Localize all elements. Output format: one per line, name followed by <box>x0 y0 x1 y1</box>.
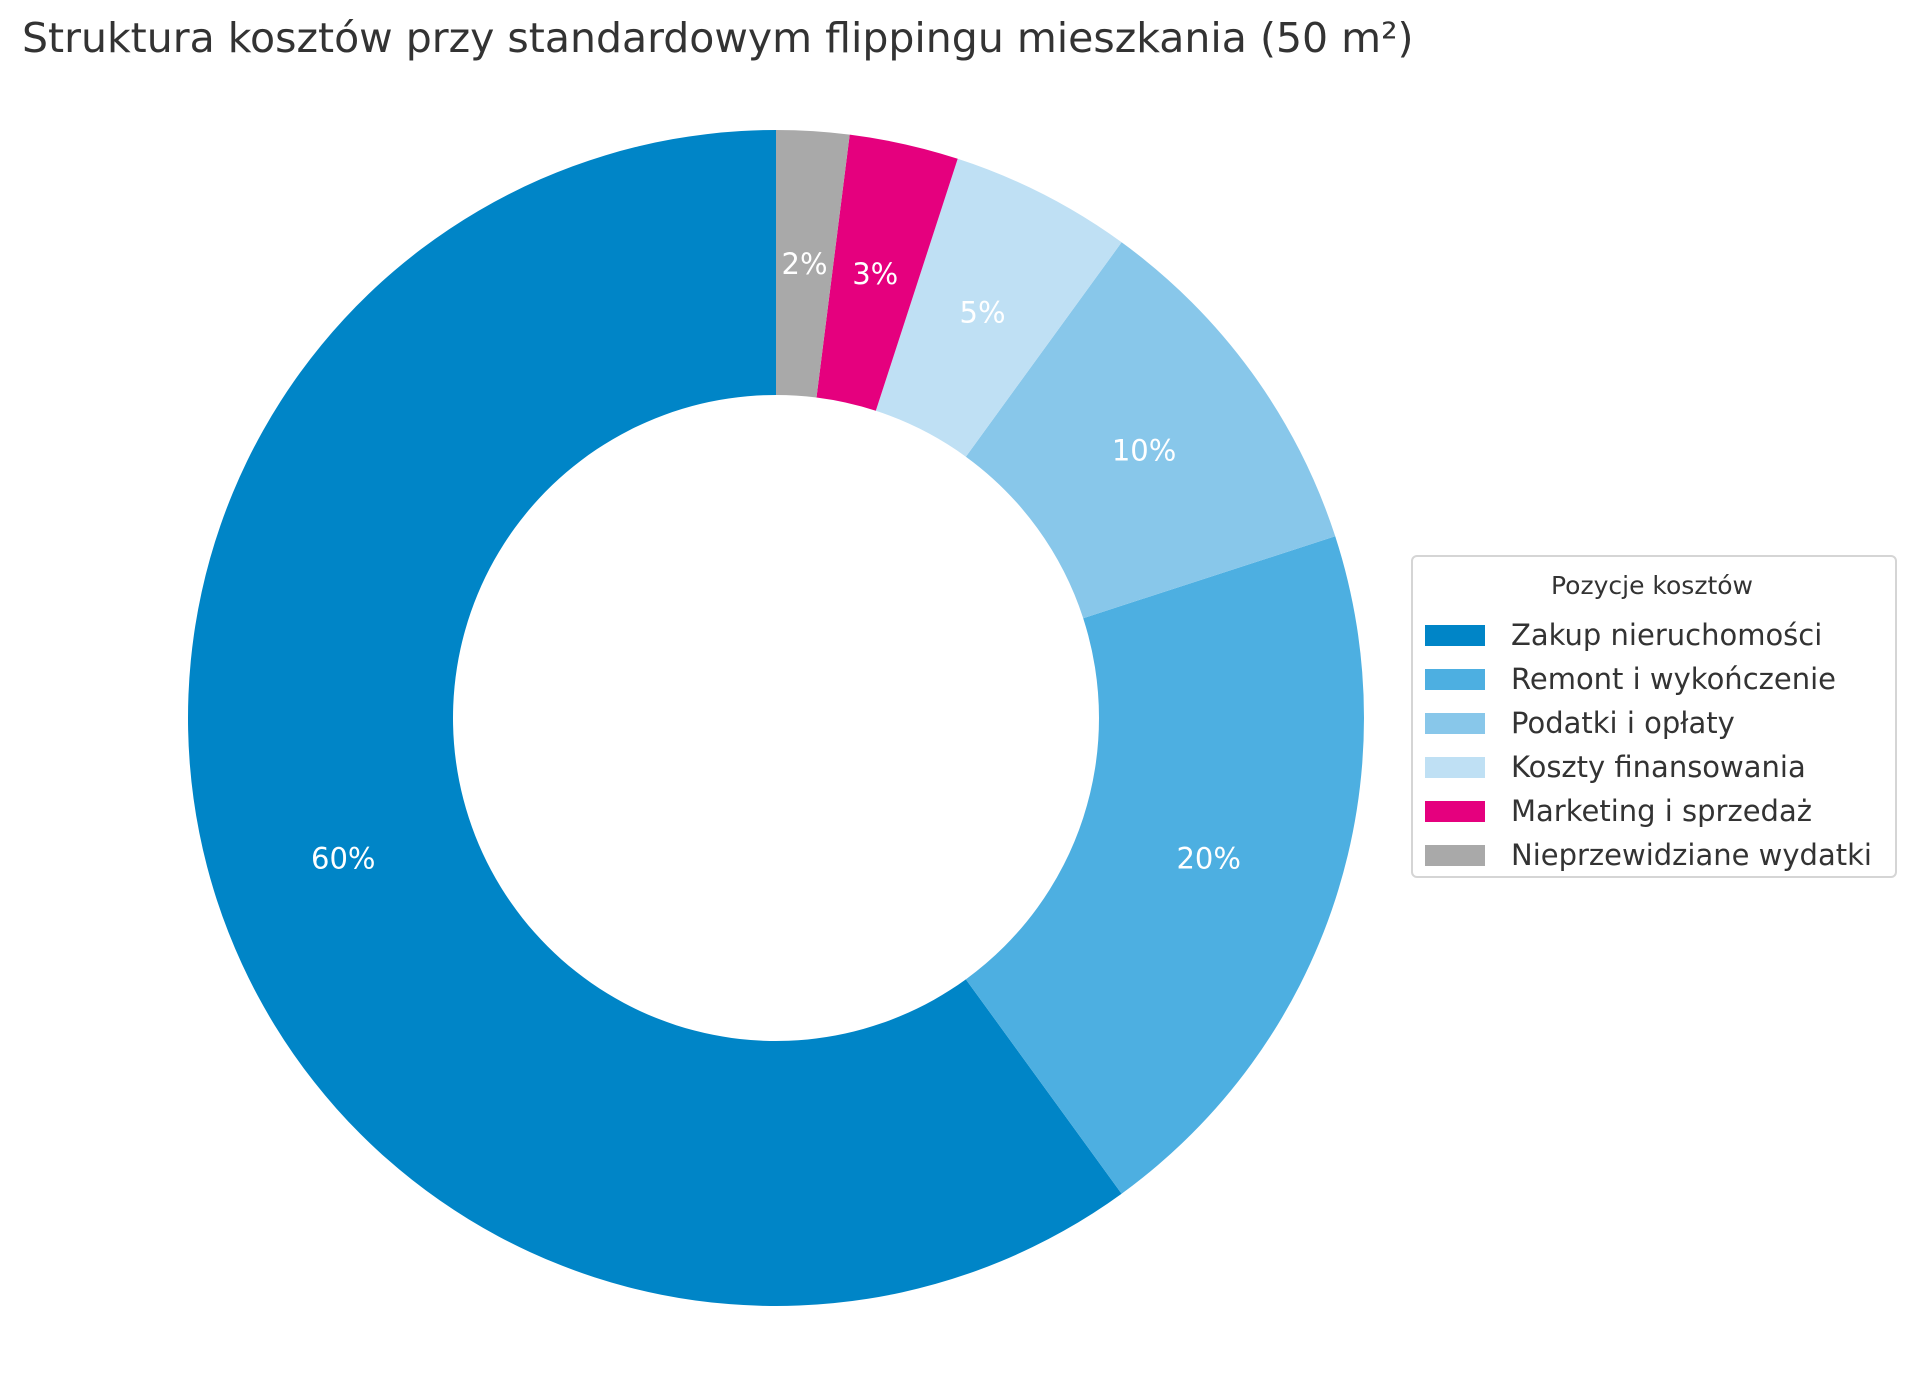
donut-labels: 60% 20% 10% 5% 3% 2% <box>311 247 1241 876</box>
legend-swatch <box>1425 668 1485 690</box>
legend-swatch <box>1425 800 1485 822</box>
legend-items: Zakup nieruchomości Remont i wykończenie P… <box>1425 613 1879 877</box>
legend-swatch <box>1425 624 1485 646</box>
legend-label: Koszty finansowania <box>1511 750 1806 784</box>
legend-label: Nieprzewidziane wydatki <box>1511 838 1872 872</box>
slice-percent-label: 10% <box>1112 434 1176 468</box>
donut-slices <box>187 130 1364 1307</box>
legend-label: Podatki i opłaty <box>1511 706 1735 740</box>
legend-item: Remont i wykończenie <box>1425 657 1879 701</box>
donut-slice <box>965 242 1336 619</box>
legend-swatch <box>1425 756 1485 778</box>
donut-slice <box>965 536 1364 1194</box>
donut-slice <box>187 130 1122 1307</box>
chart-title: Struktura kosztów przy standardowym flip… <box>22 14 1414 62</box>
legend-label: Marketing i sprzedaż <box>1511 794 1812 828</box>
legend-item: Nieprzewidziane wydatki <box>1425 833 1879 877</box>
legend-label: Remont i wykończenie <box>1511 662 1836 696</box>
slice-percent-label: 2% <box>782 247 828 281</box>
legend-item: Marketing i sprzedaż <box>1425 789 1879 833</box>
legend-item: Zakup nieruchomości <box>1425 613 1879 657</box>
legend-title: Pozycje kosztów <box>1551 571 1753 600</box>
slice-percent-label: 3% <box>852 257 898 291</box>
donut-slice <box>816 134 958 411</box>
legend-swatch <box>1425 844 1485 866</box>
legend-item: Podatki i opłaty <box>1425 701 1879 745</box>
slice-percent-label: 20% <box>1176 842 1240 876</box>
donut-slice <box>776 130 850 398</box>
legend-item: Koszty finansowania <box>1425 745 1879 789</box>
slice-percent-label: 60% <box>311 842 375 876</box>
donut-slice <box>875 158 1122 457</box>
legend-label: Zakup nieruchomości <box>1511 618 1823 652</box>
legend-swatch <box>1425 712 1485 734</box>
legend: Pozycje kosztów Zakup nieruchomości Remon… <box>1411 555 1897 878</box>
slice-percent-label: 5% <box>960 296 1006 330</box>
